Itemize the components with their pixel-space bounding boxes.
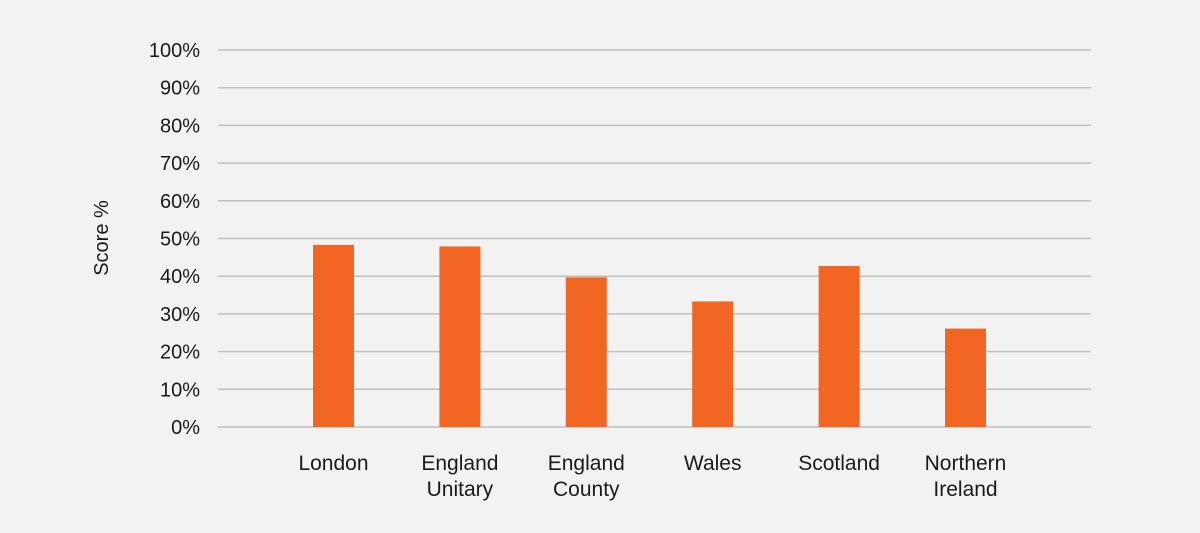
y-tick-label: 80% — [160, 115, 200, 137]
y-tick-label: 100% — [149, 40, 200, 62]
bar — [945, 328, 986, 427]
x-tick-label: Scotland — [798, 452, 880, 475]
bar — [439, 246, 481, 427]
y-tick-label: 70% — [160, 153, 200, 175]
bar — [692, 301, 734, 427]
y-axis-title: Score % — [91, 200, 113, 276]
y-tick-label: 90% — [160, 78, 200, 100]
y-axis-ticks: 0% 10% 20% 30% 40% 50% 60% 70% 80% 90% 100% — [149, 40, 200, 439]
bar — [818, 266, 860, 427]
bars — [313, 244, 986, 427]
y-tick-label: 30% — [160, 304, 200, 326]
y-tick-label: 0% — [171, 417, 200, 439]
x-tick-label: London — [298, 452, 368, 475]
x-tick-label: Wales — [684, 452, 742, 475]
x-tick-label: Northern Ireland — [925, 452, 1007, 501]
bar — [313, 244, 354, 427]
x-tick-label: England Unitary — [421, 452, 498, 501]
y-tick-label: 50% — [160, 229, 200, 251]
x-axis-ticks: London England Unitary England County Wales Sc… — [298, 452, 1006, 501]
bar — [565, 277, 607, 427]
y-tick-label: 40% — [160, 266, 200, 288]
gridlines — [218, 49, 1091, 428]
x-tick-label: England County — [548, 452, 625, 501]
y-tick-label: 20% — [160, 342, 200, 364]
y-tick-label: 10% — [160, 379, 200, 401]
y-tick-label: 60% — [160, 191, 200, 213]
